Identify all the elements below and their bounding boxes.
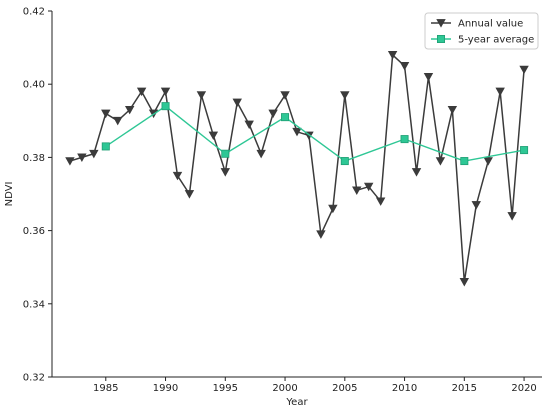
data-point: [423, 73, 434, 82]
data-point: [400, 135, 409, 144]
legend: Annual value 5-year average: [424, 12, 539, 50]
data-point: [77, 153, 87, 163]
axes: 1985 1990 1995 2000 2005 2010 2015 2020 0.320.3…: [4, 7, 542, 408]
series-annual-value: [65, 51, 529, 287]
legend-box: [424, 12, 539, 50]
data-point: [387, 51, 398, 60]
x-axis-title: Year: [285, 397, 308, 408]
data-point: [101, 109, 111, 119]
data-point: [483, 157, 493, 166]
legend-entry: Annual value: [431, 19, 523, 30]
data-point: [375, 197, 386, 206]
x-ticks: 1985 1990 1995 2000 2005 2010 2015 2020: [93, 377, 537, 394]
data-point: [136, 87, 147, 97]
series-layer: [65, 51, 529, 287]
data-point: [220, 168, 231, 177]
data-point: [221, 149, 230, 158]
data-point: [399, 62, 410, 71]
data-point: [65, 157, 75, 166]
legend-marker: [436, 35, 445, 44]
data-point: [411, 168, 422, 177]
data-point: [124, 105, 135, 115]
x-tick-label: 1995: [213, 383, 238, 394]
data-point: [281, 113, 290, 122]
data-point: [208, 131, 219, 141]
data-point: [460, 157, 469, 166]
data-point: [89, 149, 99, 159]
data-point: [328, 204, 338, 214]
y-tick-label: 0.32: [23, 373, 45, 384]
data-point: [172, 171, 183, 181]
y-tick-label: 0.36: [23, 226, 45, 237]
x-tick-label: 1990: [153, 383, 178, 394]
data-point: [161, 102, 170, 111]
series-five-year-average: [101, 102, 529, 166]
data-point: [471, 201, 481, 210]
x-tick-label: 2000: [272, 383, 297, 394]
x-tick-label: 2010: [392, 383, 417, 394]
x-tick-label: 1985: [93, 383, 118, 394]
data-point: [352, 186, 362, 195]
x-tick-label: 2020: [511, 383, 536, 394]
x-tick-label: 2005: [332, 383, 357, 394]
data-point: [435, 157, 446, 166]
y-ticks: 0.32 0.34 0.36 0.38 0.40 0.42: [23, 7, 52, 384]
legend-label: Annual value: [458, 19, 523, 30]
data-point: [507, 212, 517, 221]
y-axis-title: NDVI: [4, 182, 15, 207]
legend-entry: 5-year average: [431, 35, 534, 46]
y-tick-label: 0.40: [23, 80, 45, 91]
y-tick-label: 0.38: [23, 153, 45, 164]
data-point: [160, 87, 171, 97]
legend-marker: [436, 19, 446, 28]
data-point: [256, 149, 266, 159]
y-tick-label: 0.42: [23, 7, 45, 18]
data-point: [340, 157, 349, 166]
data-point: [340, 91, 350, 100]
data-point: [113, 116, 123, 126]
data-point: [244, 120, 254, 130]
y-tick-label: 0.34: [23, 299, 45, 310]
data-point: [520, 146, 529, 155]
data-point: [495, 87, 505, 97]
data-point: [519, 65, 529, 75]
data-point: [447, 105, 458, 115]
series-line: [105, 105, 525, 162]
data-point: [184, 190, 195, 199]
data-point: [232, 98, 242, 108]
data-point: [196, 91, 207, 100]
data-point: [292, 127, 302, 137]
data-point: [316, 230, 326, 239]
data-point: [363, 182, 374, 192]
data-point: [101, 142, 110, 151]
data-point: [280, 91, 290, 100]
legend-entries: Annual value 5-year average: [431, 19, 534, 46]
data-point: [459, 277, 470, 287]
legend-label: 5-year average: [458, 35, 534, 46]
data-point: [268, 109, 278, 119]
x-tick-label: 2015: [452, 383, 477, 394]
